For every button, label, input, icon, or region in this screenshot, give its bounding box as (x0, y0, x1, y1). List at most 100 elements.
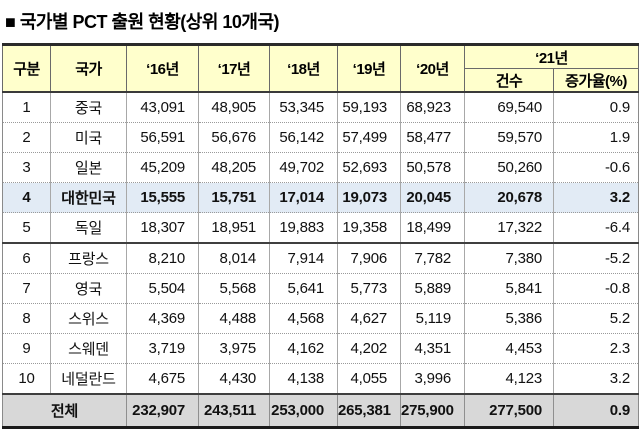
value-cell: 18,951 (198, 212, 270, 243)
value-cell: 4,055 (337, 363, 401, 394)
country-cell: 프랑스 (50, 242, 127, 274)
value-cell: 45,209 (126, 152, 199, 183)
rank-cell: 10 (2, 363, 51, 394)
value-cell: 69,540 (464, 92, 554, 123)
value-cell: 17,322 (464, 212, 554, 243)
value-cell: 57,499 (337, 122, 401, 153)
rank-cell: 8 (2, 303, 51, 334)
col-header-y21: ‘21년 (464, 44, 639, 69)
total-value-cell: 277,500 (464, 393, 554, 428)
pct-table: 구분 국가 ‘16년 ‘17년 ‘18년 ‘19년 ‘20년 ‘21년 건수 증… (2, 43, 639, 429)
total-value-cell: 265,381 (337, 393, 401, 428)
col-header-country: 국가 (50, 44, 127, 93)
rank-cell: 5 (2, 212, 51, 243)
value-cell: 4,138 (269, 363, 338, 394)
value-cell: 0.9 (553, 92, 639, 123)
value-cell: 4,488 (198, 303, 270, 334)
value-cell: 7,914 (269, 242, 338, 274)
value-cell: 56,676 (198, 122, 270, 153)
col-header-rank: 구분 (2, 44, 51, 93)
value-cell: -0.8 (553, 273, 639, 304)
rank-cell: 9 (2, 333, 51, 364)
value-cell: 18,307 (126, 212, 199, 243)
col-header-y19: ‘19년 (337, 44, 401, 93)
total-value-cell: 253,000 (269, 393, 338, 428)
total-value-cell: 232,907 (126, 393, 199, 428)
total-value-cell: 0.9 (553, 393, 639, 428)
value-cell: 7,380 (464, 242, 554, 274)
rank-cell: 7 (2, 273, 51, 304)
value-cell: 50,578 (400, 152, 465, 183)
value-cell: 20,678 (464, 182, 554, 213)
value-cell: 4,430 (198, 363, 270, 394)
rank-cell: 4 (2, 182, 51, 213)
table-row: 10 네덜란드 4,675 4,430 4,138 4,055 3,996 4,123 3.2 (2, 363, 639, 394)
value-cell: 5,568 (198, 273, 270, 304)
value-cell: 2.3 (553, 333, 639, 364)
value-cell: 5,841 (464, 273, 554, 304)
value-cell: 52,693 (337, 152, 401, 183)
value-cell: 17,014 (269, 182, 338, 213)
value-cell: 48,905 (198, 92, 270, 123)
rank-cell: 3 (2, 152, 51, 183)
total-value-cell: 275,900 (400, 393, 465, 428)
country-cell: 네덜란드 (50, 363, 127, 394)
value-cell: 3,719 (126, 333, 199, 364)
rank-cell: 6 (2, 242, 51, 274)
value-cell: 3,975 (198, 333, 270, 364)
value-cell: 8,210 (126, 242, 199, 274)
value-cell: 48,205 (198, 152, 270, 183)
table-row: 8 스위스 4,369 4,488 4,568 4,627 5,119 5,386 5.2 (2, 303, 639, 334)
table-total-row: 전체 232,907 243,511 253,000 265,381 275,900 277… (2, 393, 639, 428)
value-cell: 58,477 (400, 122, 465, 153)
col-header-y20: ‘20년 (400, 44, 465, 93)
value-cell: 5,504 (126, 273, 199, 304)
table-row: 7 영국 5,504 5,568 5,641 5,773 5,889 5,841 -0.8 (2, 273, 639, 304)
value-cell: 8,014 (198, 242, 270, 274)
page-title: ■ 국가별 PCT 출원 현황(상위 10개국) (5, 12, 280, 32)
value-cell: 7,782 (400, 242, 465, 274)
table-row: 3 일본 45,209 48,205 49,702 52,693 50,578 50,260-… (2, 152, 639, 183)
col-header-y18: ‘18년 (269, 44, 338, 93)
value-cell: 43,091 (126, 92, 199, 123)
table-row: 4 대한민국 15,555 15,751 17,014 19,073 20,045 20,67… (2, 182, 639, 213)
country-cell: 일본 (50, 152, 127, 183)
country-cell: 대한민국 (50, 182, 127, 213)
value-cell: 19,073 (337, 182, 401, 213)
table-header: 구분 국가 ‘16년 ‘17년 ‘18년 ‘19년 ‘20년 ‘21년 건수 증… (2, 44, 639, 93)
col-header-y21-growth: 증가율(%) (553, 68, 639, 93)
value-cell: 5,641 (269, 273, 338, 304)
country-cell: 영국 (50, 273, 127, 304)
value-cell: 50,260 (464, 152, 554, 183)
table-row: 2 미국 56,591 56,676 56,142 57,499 58,477 59,570 1… (2, 122, 639, 153)
value-cell: 5,119 (400, 303, 465, 334)
value-cell: 3.2 (553, 182, 639, 213)
value-cell: 4,627 (337, 303, 401, 334)
col-header-y17: ‘17년 (198, 44, 270, 93)
value-cell: 4,123 (464, 363, 554, 394)
value-cell: 5,889 (400, 273, 465, 304)
table-body: 1 중국 43,091 48,905 53,345 59,193 68,923 69,540 0… (2, 92, 639, 428)
value-cell: 59,570 (464, 122, 554, 153)
value-cell: 18,499 (400, 212, 465, 243)
table-row: 5 독일 18,307 18,951 19,883 19,358 18,499 17,322-… (2, 212, 639, 243)
value-cell: 19,883 (269, 212, 338, 243)
value-cell: 7,906 (337, 242, 401, 274)
value-cell: 5.2 (553, 303, 639, 334)
col-header-y21-count: 건수 (464, 68, 554, 93)
table-row: 1 중국 43,091 48,905 53,345 59,193 68,923 69,540 0… (2, 92, 639, 123)
value-cell: -6.4 (553, 212, 639, 243)
table-row: 9 스웨덴 3,719 3,975 4,162 4,202 4,351 4,453 2.3 (2, 333, 639, 364)
table-row: 6 프랑스 8,210 8,014 7,914 7,906 7,782 7,380 -5.2 (2, 242, 639, 274)
value-cell: 56,591 (126, 122, 199, 153)
value-cell: 19,358 (337, 212, 401, 243)
value-cell: 56,142 (269, 122, 338, 153)
value-cell: 49,702 (269, 152, 338, 183)
country-cell: 미국 (50, 122, 127, 153)
value-cell: 53,345 (269, 92, 338, 123)
total-label-cell: 전체 (2, 393, 127, 428)
value-cell: 4,351 (400, 333, 465, 364)
value-cell: 68,923 (400, 92, 465, 123)
value-cell: 4,162 (269, 333, 338, 364)
